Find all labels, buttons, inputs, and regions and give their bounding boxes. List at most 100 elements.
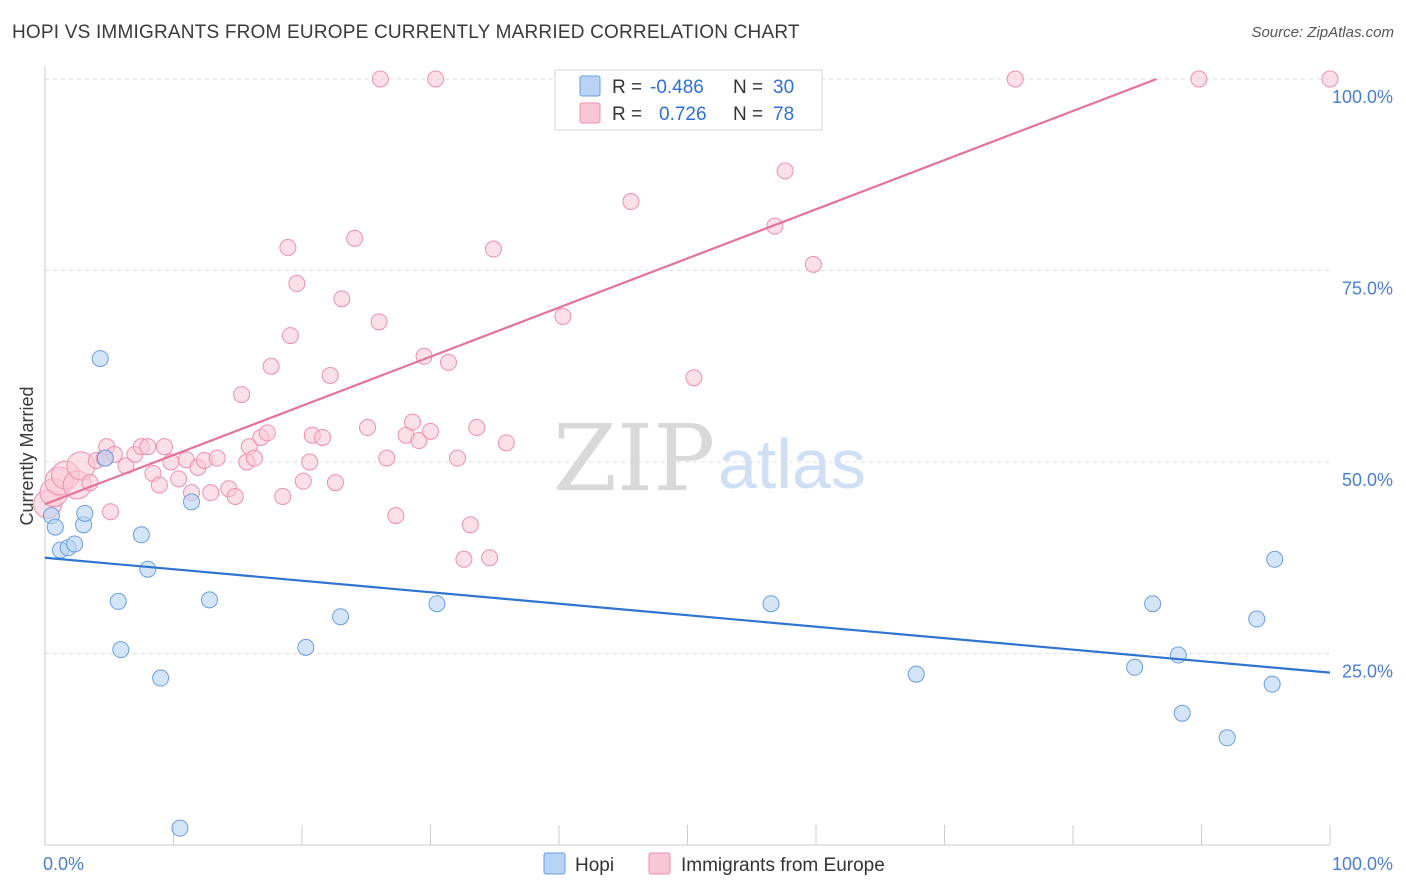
europe-point-74 bbox=[804, 255, 822, 273]
europe-point-35 bbox=[262, 357, 280, 375]
hopi-point-26 bbox=[1218, 729, 1236, 747]
hopi-point-29 bbox=[1266, 550, 1284, 568]
europe-point-45 bbox=[326, 474, 344, 492]
hopi-point-14 bbox=[171, 819, 189, 837]
europe-point-34 bbox=[258, 424, 276, 442]
hopi-trend-line bbox=[44, 556, 1331, 674]
europe-point-53 bbox=[404, 413, 422, 431]
legend-swatch-europe bbox=[579, 102, 601, 124]
europe-point-39 bbox=[288, 275, 306, 293]
x-tick-label-max: 100.0% bbox=[1332, 854, 1393, 874]
europe-point-47 bbox=[346, 229, 364, 247]
hopi-point-9 bbox=[109, 592, 127, 610]
bottom-legend-hopi: Hopi bbox=[575, 855, 614, 876]
europe-point-41 bbox=[301, 453, 319, 471]
europe-point-38 bbox=[281, 327, 299, 345]
europe-point-15 bbox=[139, 438, 157, 456]
europe-point-60 bbox=[455, 550, 473, 568]
europe-point-76 bbox=[1190, 70, 1208, 88]
europe-point-77 bbox=[1321, 70, 1339, 88]
hopi-point-1 bbox=[46, 518, 64, 536]
hopi-point-18 bbox=[332, 608, 350, 626]
europe-point-67 bbox=[622, 193, 640, 211]
europe-point-32 bbox=[245, 449, 263, 467]
legend-hopi-r-label: R = bbox=[612, 77, 642, 98]
hopi-point-15 bbox=[182, 493, 200, 511]
europe-point-44 bbox=[321, 366, 339, 384]
europe-point-65 bbox=[497, 434, 515, 452]
hopi-point-19 bbox=[428, 595, 446, 613]
hopi-point-13 bbox=[152, 669, 170, 687]
series-hopi-points bbox=[42, 350, 1284, 837]
hopi-point-17 bbox=[297, 638, 315, 656]
hopi-point-20 bbox=[762, 595, 780, 613]
y-tick-label: 100.0% bbox=[1332, 87, 1393, 107]
europe-point-64 bbox=[484, 240, 502, 258]
legend-hopi-n-value: 30 bbox=[773, 77, 794, 98]
legend-europe-r-value: 0.726 bbox=[659, 104, 707, 125]
chart-source: Source: ZipAtlas.com bbox=[1251, 24, 1394, 41]
correlation-legend: R = -0.486 N = 30 R = 0.726 N = 78 bbox=[554, 69, 823, 131]
europe-point-28 bbox=[226, 487, 244, 505]
grid-lines bbox=[45, 78, 1330, 654]
hopi-point-7 bbox=[91, 350, 109, 368]
europe-point-29 bbox=[233, 386, 251, 404]
hopi-point-21 bbox=[907, 665, 925, 683]
europe-point-73 bbox=[776, 162, 794, 180]
hopi-point-11 bbox=[132, 526, 150, 544]
hopi-point-25 bbox=[1173, 704, 1191, 722]
europe-point-66 bbox=[554, 307, 572, 325]
europe-point-36 bbox=[274, 487, 292, 505]
europe-point-62 bbox=[468, 419, 486, 437]
europe-point-18 bbox=[156, 438, 174, 456]
axes bbox=[44, 66, 1331, 846]
x-tick-label-min: 0.0% bbox=[43, 854, 84, 874]
hopi-point-8 bbox=[96, 449, 114, 467]
hopi-point-22 bbox=[1126, 658, 1144, 676]
europe-point-58 bbox=[439, 353, 457, 371]
series-legend: Hopi Immigrants from Europe bbox=[543, 852, 885, 876]
europe-point-50 bbox=[378, 449, 396, 467]
y-tick-labels: 25.0% 50.0% 75.0% 100.0% bbox=[1332, 87, 1393, 682]
legend-swatch-hopi bbox=[579, 75, 601, 97]
europe-point-59 bbox=[448, 449, 466, 467]
europe-point-54 bbox=[410, 432, 428, 450]
bottom-legend-swatch-europe bbox=[648, 852, 671, 875]
europe-trend-line bbox=[44, 77, 1157, 506]
bottom-legend-swatch-hopi bbox=[543, 852, 566, 875]
hopi-point-23 bbox=[1144, 595, 1162, 613]
legend-europe-r-label: R = bbox=[612, 104, 642, 125]
europe-point-48 bbox=[359, 419, 377, 437]
watermark: ZIP atlas bbox=[553, 405, 866, 512]
hopi-point-27 bbox=[1248, 610, 1266, 628]
europe-point-51 bbox=[387, 507, 405, 525]
europe-point-25 bbox=[202, 484, 220, 502]
hopi-point-28 bbox=[1263, 675, 1281, 693]
legend-hopi-n-label: N = bbox=[733, 77, 763, 98]
hopi-point-4 bbox=[66, 535, 84, 553]
europe-point-49 bbox=[370, 313, 388, 331]
hopi-point-12 bbox=[139, 560, 157, 578]
europe-point-20 bbox=[170, 470, 188, 488]
europe-point-43 bbox=[314, 428, 332, 446]
trend-lines bbox=[44, 77, 1331, 674]
legend-hopi-r-value: -0.486 bbox=[650, 77, 704, 98]
y-tick-label: 50.0% bbox=[1342, 470, 1393, 490]
europe-point-37 bbox=[279, 239, 297, 257]
europe-point-56 bbox=[422, 422, 439, 440]
bottom-legend-europe: Immigrants from Europe bbox=[681, 855, 885, 876]
hopi-point-6 bbox=[76, 504, 94, 522]
legend-europe-n-label: N = bbox=[733, 104, 763, 125]
europe-point-40 bbox=[294, 472, 312, 490]
europe-point-57 bbox=[427, 70, 445, 88]
x-tick-labels: 0.0% 100.0% bbox=[43, 854, 1393, 874]
series-europe-points bbox=[33, 70, 1339, 568]
legend-europe-n-value: 78 bbox=[773, 104, 794, 125]
europe-point-61 bbox=[461, 516, 479, 534]
europe-point-17 bbox=[150, 476, 168, 494]
y-axis-label: Currently Married bbox=[17, 386, 37, 525]
watermark-atlas: atlas bbox=[718, 425, 866, 503]
europe-point-6 bbox=[81, 474, 99, 492]
europe-point-75 bbox=[1006, 70, 1024, 88]
y-tick-label: 75.0% bbox=[1342, 279, 1393, 299]
